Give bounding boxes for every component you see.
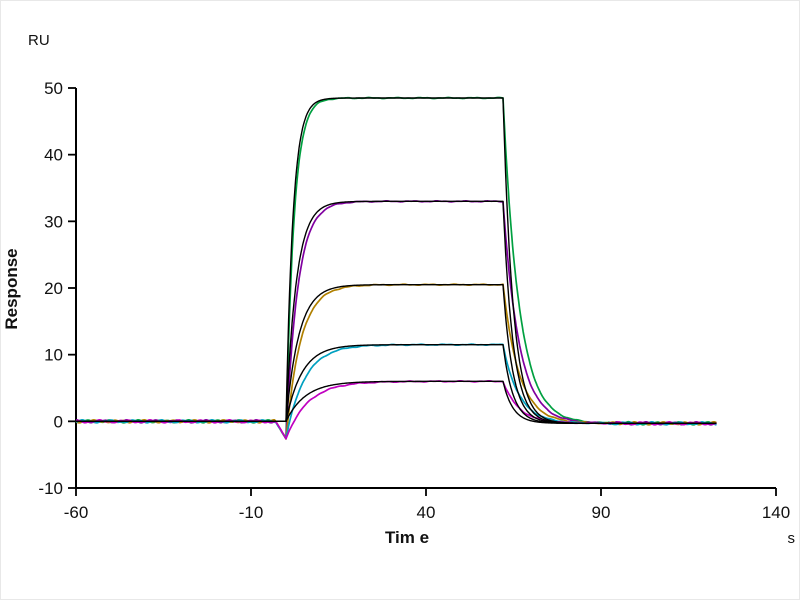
x-tick-label: -60 — [64, 503, 89, 522]
y-tick-label: 40 — [44, 146, 63, 165]
series-concentration-3-data — [75, 283, 717, 440]
y-axis-title: Response — [2, 248, 21, 330]
y-tick-label: -10 — [38, 479, 63, 498]
x-axis-unit-label: s — [787, 530, 796, 547]
series-concentration-5-lowest-fit — [76, 380, 717, 425]
y-tick-label: 30 — [44, 212, 63, 231]
series-concentration-1-highest-fit — [76, 97, 717, 425]
series-concentration-4-fit — [76, 343, 717, 425]
series-concentration-5-lowest-data — [75, 379, 717, 440]
y-tick-label: 50 — [44, 79, 63, 98]
series-concentration-2-fit — [76, 200, 717, 425]
y-tick-label: 20 — [44, 279, 63, 298]
x-tick-label: 140 — [762, 503, 790, 522]
series-concentration-1-highest-data — [75, 96, 717, 440]
x-tick-label: 90 — [592, 503, 611, 522]
series-concentration-3-fit — [76, 283, 717, 425]
y-tick-label: 10 — [44, 346, 63, 365]
x-tick-label: 40 — [417, 503, 436, 522]
y-axis-unit-label: RU — [28, 32, 50, 49]
y-tick-label: 0 — [54, 412, 63, 431]
x-tick-label: -10 — [239, 503, 264, 522]
series-concentration-2-data — [75, 199, 717, 440]
x-axis-title: Tim e — [384, 528, 430, 547]
